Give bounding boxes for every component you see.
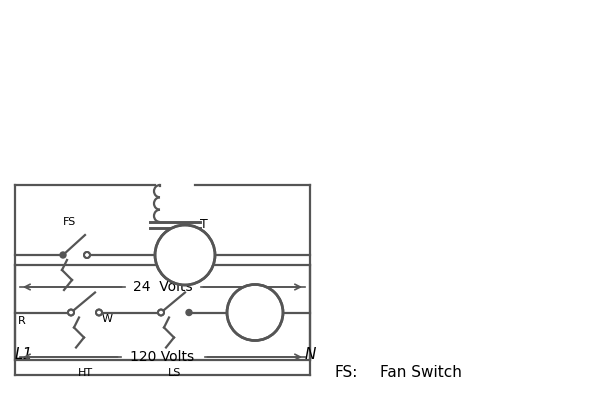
Text: Fan Switch: Fan Switch	[380, 365, 462, 380]
Circle shape	[186, 310, 192, 316]
Circle shape	[60, 252, 66, 258]
Text: FM: FM	[175, 248, 195, 262]
Circle shape	[155, 225, 215, 285]
Text: L1: L1	[15, 347, 33, 362]
Text: HT: HT	[77, 368, 93, 378]
Text: LS: LS	[168, 368, 182, 378]
Text: FS: FS	[63, 217, 76, 227]
Text: R: R	[18, 316, 26, 326]
Text: T: T	[200, 218, 208, 232]
Text: N: N	[304, 347, 316, 362]
Circle shape	[158, 310, 164, 316]
Text: W: W	[102, 314, 113, 324]
Text: GV: GV	[246, 306, 264, 319]
Text: FS:: FS:	[335, 365, 358, 380]
Circle shape	[96, 310, 102, 316]
Circle shape	[84, 252, 90, 258]
Text: 120 Volts: 120 Volts	[130, 350, 195, 364]
Text: 24  Volts: 24 Volts	[133, 280, 192, 294]
Circle shape	[227, 284, 283, 340]
Circle shape	[68, 310, 74, 316]
